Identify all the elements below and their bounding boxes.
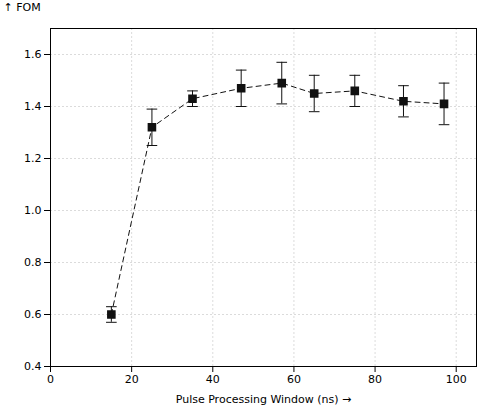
svg-text:40: 40: [206, 373, 220, 386]
svg-text:1.4: 1.4: [24, 100, 42, 113]
svg-text:20: 20: [125, 373, 139, 386]
svg-text:↑ FOM: ↑ FOM: [4, 1, 41, 14]
svg-text:80: 80: [368, 373, 382, 386]
svg-text:1.6: 1.6: [24, 48, 42, 61]
svg-text:1.2: 1.2: [24, 152, 42, 165]
svg-text:0.4: 0.4: [24, 360, 42, 373]
svg-text:Pulse Processing Window (ns) →: Pulse Processing Window (ns) →: [176, 393, 352, 406]
svg-text:0: 0: [47, 373, 54, 386]
svg-text:0.8: 0.8: [24, 256, 42, 269]
svg-text:0.6: 0.6: [24, 308, 42, 321]
svg-text:1.0: 1.0: [24, 204, 42, 217]
svg-text:100: 100: [446, 373, 467, 386]
svg-text:60: 60: [287, 373, 301, 386]
